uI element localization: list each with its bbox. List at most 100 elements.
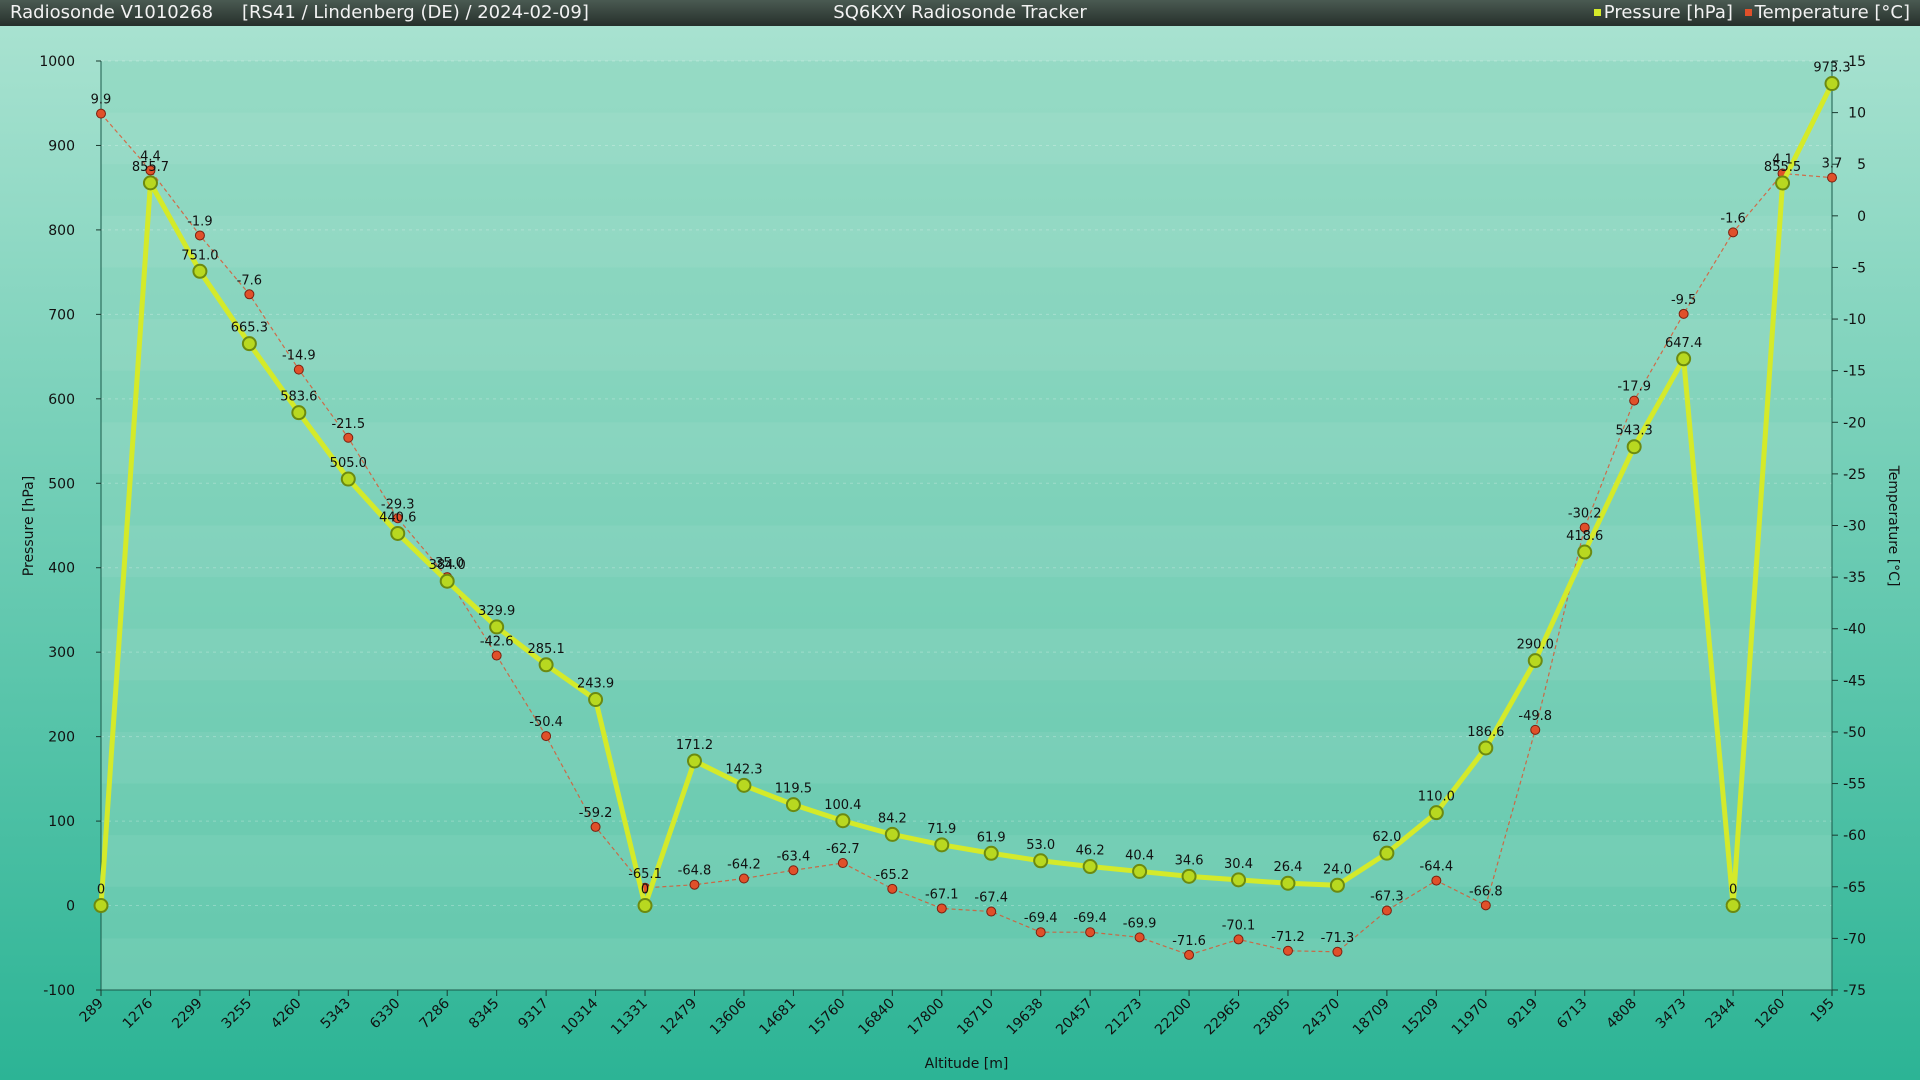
pressure-data-label: 855.7: [132, 160, 169, 175]
temperature-tick-label: -40: [1843, 622, 1866, 638]
pressure-axis-title: Pressure [hPa]: [21, 476, 37, 576]
pressure-data-label: 505.0: [330, 456, 367, 471]
pressure-tick-label: 1000: [39, 54, 75, 70]
pressure-point: [785, 797, 801, 813]
temperature-point: [887, 883, 898, 894]
temperature-tick-label: 5: [1857, 157, 1866, 173]
temperature-data-label: -29.3: [381, 497, 415, 512]
temperature-tick-label: 0: [1857, 209, 1866, 225]
pressure-data-label: 142.3: [725, 762, 762, 777]
temperature-tick-label: -50: [1843, 725, 1866, 741]
temperature-data-label: -17.9: [1617, 380, 1651, 395]
data-labels: 9.9 4.4 -1.9 -7.6 -14.9 -21.5 -29.3 -35.0 -42.6 -…: [91, 61, 1851, 949]
pressure-data-label: 665.3: [231, 321, 268, 336]
plot-band: [101, 835, 1832, 887]
temperature-data-label: 9.9: [91, 93, 112, 108]
plot-band: [101, 422, 1832, 474]
temperature-data-label: 3.7: [1822, 157, 1843, 172]
pressure-point: [835, 813, 851, 829]
temperature-point: [96, 108, 106, 119]
pressure-data-label: 24.0: [1323, 862, 1352, 877]
pressure-data-label: 71.9: [927, 822, 956, 837]
temperature-point: [491, 650, 502, 661]
pressure-tick-label: 700: [48, 307, 75, 323]
temperature-point: [1678, 308, 1689, 319]
temperature-tick-label: 15: [1848, 54, 1866, 70]
pressure-tick-label: 800: [48, 223, 75, 239]
pressure-point: [736, 777, 752, 793]
temperature-tick-label: -75: [1843, 983, 1866, 999]
pressure-point: [340, 471, 356, 487]
temperature-point: [837, 858, 848, 869]
temperature-point: [1381, 905, 1392, 916]
pressure-data-label: 119.5: [775, 782, 812, 797]
temperature-tick-label: -60: [1843, 828, 1866, 844]
pressure-point: [1725, 898, 1741, 914]
temperature-data-label: -35.0: [430, 556, 464, 571]
temperature-point: [1035, 927, 1046, 938]
temperature-data-label: -66.8: [1469, 884, 1503, 899]
temperature-tick-label: -25: [1843, 467, 1866, 483]
pressure-point: [1428, 805, 1444, 821]
temperature-point: [590, 821, 601, 832]
temperature-point: [244, 289, 255, 300]
temperature-data-label: -1.9: [187, 214, 212, 229]
temperature-point: [1282, 945, 1293, 956]
temperature-data-label: -71.3: [1321, 931, 1355, 946]
temperature-point: [1728, 227, 1739, 238]
temperature-point: [1332, 946, 1343, 957]
temperature-tick-label: -30: [1843, 519, 1866, 535]
plot-band: [101, 731, 1832, 784]
temperature-data-label: -64.2: [727, 858, 761, 873]
temperature-data-label: -69.9: [1123, 916, 1157, 931]
temperature-point: [1579, 522, 1590, 533]
temperature-tick-label: -45: [1843, 673, 1866, 689]
pressure-point: [1132, 863, 1148, 879]
temperature-data-label: -71.2: [1271, 930, 1305, 945]
pressure-tick-label: 500: [48, 476, 75, 492]
temperature-tick-label: 10: [1848, 106, 1866, 122]
plot-band: [101, 628, 1832, 681]
temperature-point: [1629, 395, 1640, 406]
temperature-point: [1530, 724, 1541, 735]
pressure-axis: -100 0 100 200 300 400 500 600 700 800 900 1000 Pres…: [21, 54, 102, 999]
pressure-point: [1527, 653, 1543, 669]
temperature-data-label: -69.4: [1073, 911, 1107, 926]
pressure-data-label: 543.3: [1616, 424, 1653, 439]
plot-band: [101, 938, 1832, 990]
temperature-point: [936, 903, 947, 914]
pressure-point: [192, 263, 208, 279]
temperature-point: [1431, 875, 1442, 886]
pressure-data-label: 290.0: [1517, 638, 1554, 653]
pressure-point: [637, 898, 653, 914]
temperature-point: [1827, 172, 1837, 183]
legend-pressure: Pressure [hPa]: [1603, 2, 1733, 23]
temperature-point: [1134, 932, 1145, 943]
temperature-data-label: -69.4: [1024, 911, 1058, 926]
title-bar: Radiosonde V1010268 [RS41 / Lindenberg (…: [0, 0, 1920, 26]
pressure-data-label: 329.9: [478, 604, 515, 619]
pressure-tick-label: 600: [48, 392, 75, 408]
temperature-tick-label: -35: [1843, 570, 1866, 586]
pressure-data-label: 647.4: [1665, 336, 1702, 351]
pressure-point: [1231, 872, 1247, 888]
pressure-point: [1577, 544, 1593, 560]
pressure-tick-label: 900: [48, 138, 75, 154]
temperature-tick-label: -20: [1843, 415, 1866, 431]
pressure-data-label: 100.4: [824, 798, 861, 813]
pressure-tick-label: 300: [48, 645, 75, 661]
temperature-data-label: -62.7: [826, 842, 860, 857]
radiosonde-chart: -10001002003004005006007008009001000Pres…: [0, 26, 1920, 1080]
pressure-data-label: 855.5: [1764, 160, 1801, 175]
pressure-data-label: 440.6: [379, 510, 416, 525]
pressure-data-label: 285.1: [528, 642, 565, 657]
pressure-point: [439, 573, 455, 589]
pressure-data-label: 384.0: [429, 558, 466, 573]
temperature-data-label: 4.4: [140, 149, 161, 164]
pressure-point: [1775, 175, 1791, 191]
temperature-point: [1085, 927, 1096, 938]
temperature-point: [1184, 949, 1195, 960]
pressure-point: [588, 692, 604, 708]
temperature-tick-label: -70: [1843, 931, 1866, 947]
pressure-tick-label: 0: [66, 899, 75, 915]
